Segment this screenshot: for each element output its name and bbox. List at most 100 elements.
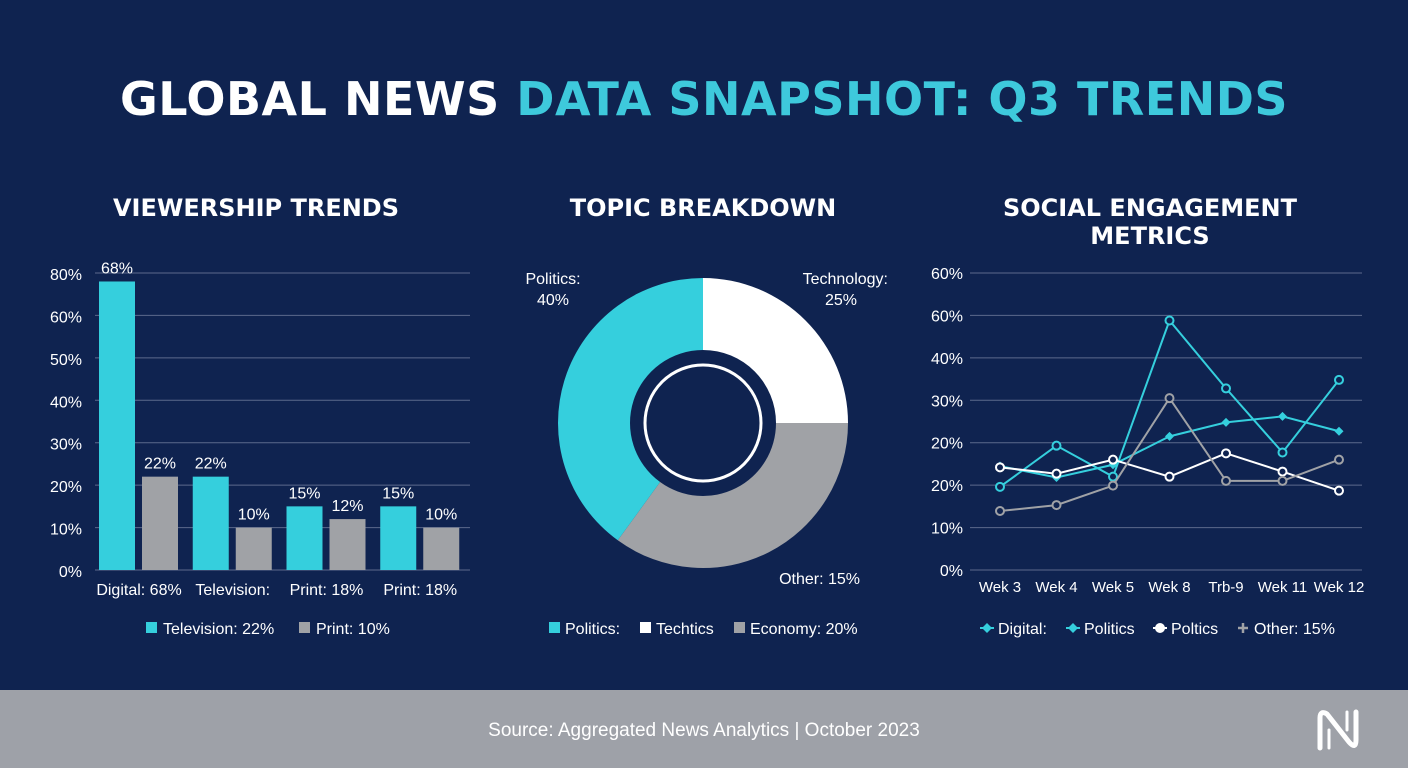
line-point	[1334, 454, 1344, 465]
bar-category-label: Print: 18%	[290, 582, 364, 599]
bar	[423, 527, 460, 570]
line-point	[995, 462, 1005, 473]
bar-data-label: 10%	[425, 507, 457, 524]
line-point	[1221, 417, 1231, 427]
bar-y-tick-label: 30%	[50, 437, 82, 454]
line-point	[1051, 500, 1062, 511]
line-y-tick-label: 60%	[931, 308, 963, 325]
bar-category-label: Print: 18%	[383, 582, 457, 599]
bar-legend-label: Television: 22%	[163, 621, 274, 638]
bar	[99, 281, 135, 570]
line-point	[1334, 426, 1344, 436]
pie-legend-swatch	[640, 622, 651, 633]
bar-category-label: Television:	[195, 582, 270, 599]
bar-y-tick-label: 10%	[50, 522, 82, 539]
line-y-tick-label: 0%	[940, 563, 963, 580]
line-x-tick-label: Wek 8	[1148, 579, 1190, 596]
line-point	[995, 506, 1005, 517]
line-point	[1108, 480, 1118, 491]
line-legend-label: Other: 15%	[1254, 621, 1335, 638]
pie-label-line: Politics:	[525, 271, 580, 288]
footer-bar: Source: Aggregated News Analytics | Octo…	[0, 690, 1408, 768]
line-point	[1277, 475, 1288, 486]
pie-label-line: 25%	[825, 292, 857, 309]
line-x-tick-label: Trb-9	[1208, 579, 1243, 596]
line-y-tick-label: 20%	[931, 478, 963, 495]
bar-data-label: 15%	[382, 485, 414, 502]
line-point	[1277, 447, 1288, 458]
line-point	[1164, 393, 1175, 404]
pie-label-line: Technology:	[803, 271, 888, 288]
line-point	[1221, 383, 1231, 394]
line-point	[1108, 454, 1118, 465]
line-point	[1278, 411, 1287, 421]
line-y-tick-label: 20%	[931, 436, 963, 453]
pie-label-line: 40%	[537, 292, 569, 309]
bar-y-tick-label: 60%	[50, 309, 82, 326]
bar-category-label: Digital: 68%	[96, 582, 181, 599]
pie-legend-label: Economy: 20%	[750, 621, 858, 638]
bar	[192, 476, 229, 570]
line-point	[1051, 440, 1062, 451]
bar-data-label: 10%	[238, 507, 270, 524]
line-x-tick-label: Wek 3	[979, 579, 1021, 596]
line-point	[1051, 468, 1062, 479]
pie-legend-swatch	[549, 622, 560, 633]
line-y-tick-label: 40%	[931, 351, 963, 368]
line-legend-label: Politics	[1084, 621, 1135, 638]
bar-data-label: 22%	[144, 456, 176, 473]
line-series	[999, 396, 1340, 513]
line-x-tick-label: Wek 5	[1092, 579, 1134, 596]
line-legend-marker	[982, 623, 992, 633]
line-x-tick-label: Wek 12	[1314, 579, 1365, 596]
title-part-white: GLOBAL NEWS	[119, 72, 500, 126]
pie-legend-swatch	[734, 622, 745, 633]
line-point	[1221, 475, 1231, 486]
bar-y-tick-label: 80%	[50, 267, 82, 284]
line-x-tick-label: Wek 4	[1035, 579, 1077, 596]
bar	[329, 519, 366, 570]
pie-legend-label: Techtics	[656, 621, 714, 638]
bar-legend-label: Print: 10%	[316, 621, 390, 638]
line-y-tick-label: 10%	[931, 521, 963, 538]
charts-canvas: 0% 10% 20% 30% 40% 50% 60% 80% 68% 22% Digital: 68…	[50, 260, 1365, 638]
bar-legend-swatch	[146, 622, 157, 633]
engagement-chart-title: SOCIAL ENGAGEMENT METRICS	[1002, 194, 1298, 250]
title-part-cyan: DATA SNAPSHOT: Q3 TRENDS	[516, 72, 1289, 126]
line-point	[995, 481, 1005, 492]
pie-slice	[703, 278, 848, 423]
bar-data-label: 22%	[195, 456, 227, 473]
viewership-chart-title: VIEWERSHIP TRENDS	[112, 194, 400, 222]
pie-slice	[617, 423, 848, 568]
line-point	[1164, 315, 1175, 326]
donut-center-ring	[643, 363, 763, 483]
bar	[380, 506, 417, 570]
bar	[235, 527, 272, 570]
line-series	[999, 415, 1340, 479]
line-point	[1165, 431, 1174, 441]
line-legend-marker	[1155, 623, 1165, 633]
bar-data-label: 15%	[288, 485, 320, 502]
bar-y-tick-label: 20%	[50, 479, 82, 496]
bar	[286, 506, 323, 570]
line-point	[1164, 471, 1175, 482]
pie-slice	[558, 278, 703, 541]
topic-chart-title: TOPIC BREAKDOWN	[569, 194, 837, 222]
line-y-tick-label: 30%	[931, 393, 963, 410]
bar-legend-swatch	[299, 622, 310, 633]
line-point	[1277, 466, 1288, 477]
pie-label-line: Other: 15%	[779, 571, 860, 588]
line-legend-marker	[1068, 623, 1078, 633]
bar-data-label: 12%	[331, 498, 363, 515]
page-title: GLOBAL NEWS DATA SNAPSHOT: Q3 TRENDS	[0, 72, 1408, 126]
line-y-tick-label: 60%	[931, 266, 963, 283]
line-point	[1334, 485, 1344, 496]
footer-source: Source: Aggregated News Analytics | Octo…	[488, 720, 920, 741]
n-logo-icon	[1317, 709, 1359, 751]
line-legend-label: Digital:	[998, 621, 1047, 638]
bar	[142, 476, 178, 570]
bar-y-tick-label: 50%	[50, 352, 82, 369]
line-series	[999, 318, 1340, 488]
line-legend-marker	[1238, 623, 1248, 633]
line-legend-label: Poltics	[1171, 621, 1218, 638]
